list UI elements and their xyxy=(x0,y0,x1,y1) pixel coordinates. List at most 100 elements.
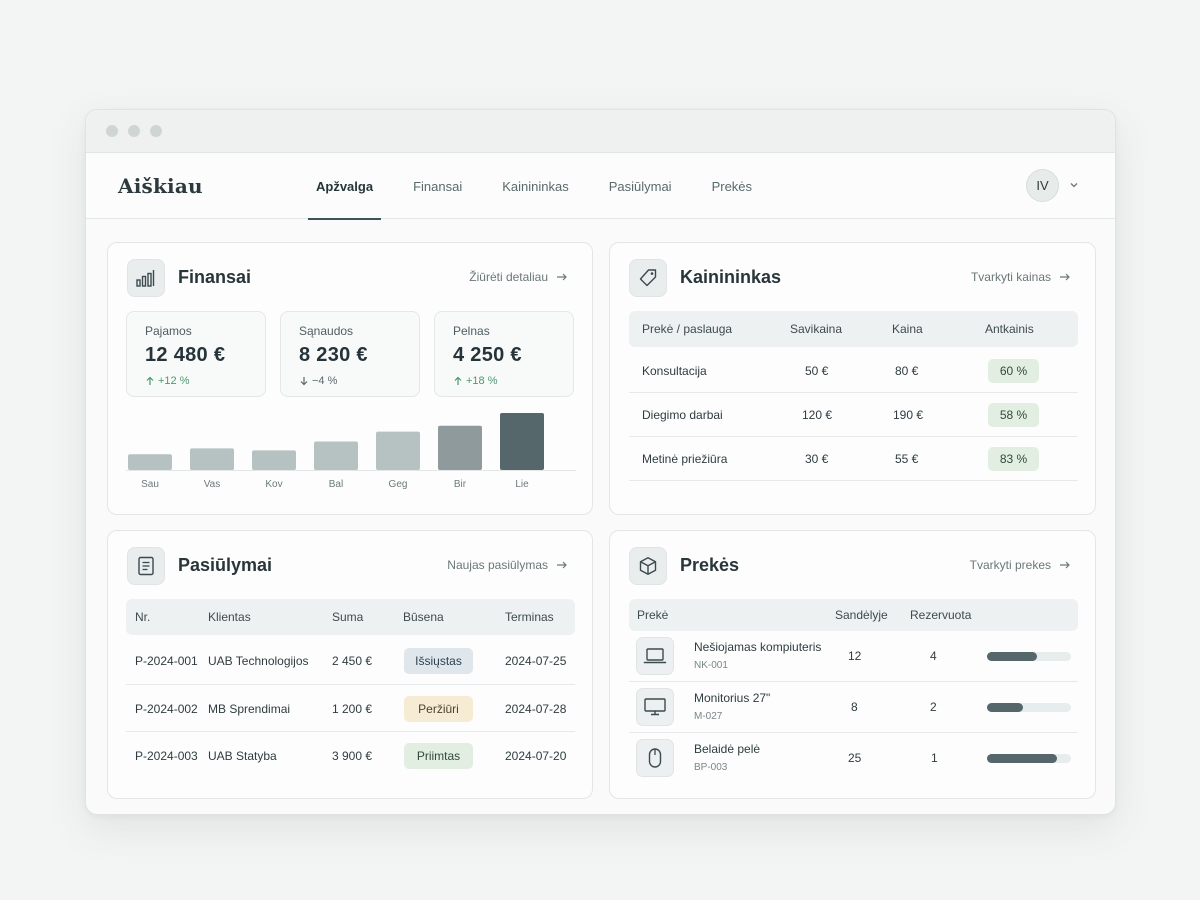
arrow-right-icon xyxy=(1060,273,1070,281)
row-offer-nr: P-2024-002 xyxy=(135,702,198,716)
col-header-item: Prekė / paslauga xyxy=(642,322,733,336)
chart-bar-geg[interactable] xyxy=(376,431,420,470)
document-icon xyxy=(127,547,165,585)
chart-xtick-label: Geg xyxy=(389,479,408,490)
col-header-markup: Antkainis xyxy=(985,322,1034,336)
tab-finansai[interactable]: Finansai xyxy=(413,178,463,194)
row-sum: 3 900 € xyxy=(332,749,373,763)
table-row[interactable]: Belaidė pelė BP-003 25 1 xyxy=(629,733,1078,784)
row-cost: 120 € xyxy=(802,408,833,422)
pasiulymai-card: Pasiūlymai Naujas pasiūlymas Nr. Klienta… xyxy=(107,530,593,799)
stock-level-fill xyxy=(987,703,1024,712)
col-header-product: Prekė xyxy=(637,608,669,622)
new-offer-link[interactable]: Naujas pasiūlymas xyxy=(447,558,568,572)
status-badge: Išsiųstas xyxy=(404,648,473,674)
row-due-date: 2024-07-28 xyxy=(505,702,567,716)
stock-level-bar xyxy=(987,652,1071,661)
arrow-up-icon xyxy=(454,376,462,385)
main-tabs: Apžvalga Finansai Kainininkas Pasiūlymai… xyxy=(308,153,784,220)
tab-prekes[interactable]: Prekės xyxy=(711,178,753,194)
row-client: MB Sprendimai xyxy=(208,702,291,716)
prekes-link-label: Tvarkyti prekes xyxy=(969,558,1051,572)
row-offer-nr: P-2024-001 xyxy=(135,654,198,668)
product-reserved: 1 xyxy=(931,751,938,765)
finansai-bar-chart: Sau Vas Kov Bal Geg Bir Lie xyxy=(126,412,576,490)
product-stock: 25 xyxy=(848,751,862,765)
row-price: 55 € xyxy=(895,452,919,466)
kpi-value: 4 250 € xyxy=(453,344,522,366)
table-row[interactable]: P-2024-001 UAB Technologijos 2 450 € Išs… xyxy=(126,637,575,685)
chevron-down-icon[interactable] xyxy=(1069,180,1079,190)
row-price: 80 € xyxy=(895,364,919,378)
kpi-delta-value: +18 % xyxy=(466,375,498,387)
chart-xtick-label: Bir xyxy=(454,479,467,490)
row-price: 190 € xyxy=(893,408,924,422)
tab-kainininkas[interactable]: Kainininkas xyxy=(502,178,569,194)
row-due-date: 2024-07-20 xyxy=(505,749,567,763)
kainininkas-table-header: Prekė / paslauga Savikaina Kaina Antkain… xyxy=(629,311,1078,347)
window-dot-close[interactable] xyxy=(106,125,118,137)
chart-bar-lie[interactable] xyxy=(500,412,544,470)
product-name: Belaidė pelė xyxy=(694,742,761,756)
status-badge: Priimtas xyxy=(404,743,473,769)
kpi-delta: +12 % xyxy=(145,375,247,387)
kpi-value: 8 230 € xyxy=(299,344,368,366)
chart-xtick-label: Lie xyxy=(515,479,529,490)
box-icon xyxy=(629,547,667,585)
table-row[interactable]: Konsultacija 50 € 80 € 60 % xyxy=(629,349,1078,393)
chart-bar-vas[interactable] xyxy=(190,448,234,470)
chart-bar-kov[interactable] xyxy=(252,450,296,470)
product-reserved: 2 xyxy=(930,700,937,714)
laptop-icon xyxy=(636,637,674,675)
table-row[interactable]: P-2024-003 UAB Statyba 3 900 € Priimtas … xyxy=(126,732,575,780)
finansai-title: Finansai xyxy=(178,267,252,287)
window-dot-minimize[interactable] xyxy=(128,125,140,137)
tab-pasiulymai[interactable]: Pasiūlymai xyxy=(608,178,672,194)
kpi-delta: −4 % xyxy=(299,375,401,387)
status-badge: Peržiūri xyxy=(404,696,473,722)
chart-bar-bir[interactable] xyxy=(438,425,482,470)
table-row[interactable]: Diegimo darbai 120 € 190 € 58 % xyxy=(629,393,1078,437)
tab-apzvalga[interactable]: Apžvalga xyxy=(308,153,382,220)
arrow-right-icon xyxy=(557,273,567,281)
kainininkas-manage-link[interactable]: Tvarkyti kainas xyxy=(971,270,1071,284)
arrow-up-icon xyxy=(146,376,154,385)
finansai-details-link[interactable]: Žiūrėti detaliau xyxy=(469,270,568,284)
chart-xtick-label: Kov xyxy=(265,479,282,490)
stock-level-bar xyxy=(987,754,1071,763)
table-row[interactable]: Metinė priežiūra 30 € 55 € 83 % xyxy=(629,437,1078,481)
kpi-card-pajamos: Pajamos 12 480 € +12 % xyxy=(126,311,266,397)
kpi-delta: +18 % xyxy=(453,375,555,387)
col-header-price: Kaina xyxy=(892,322,923,336)
product-stock: 12 xyxy=(848,649,862,663)
prekes-manage-link[interactable]: Tvarkyti prekes xyxy=(970,558,1071,572)
row-item-name: Konsultacija xyxy=(642,364,707,378)
table-row[interactable]: Monitorius 27" M-027 8 2 xyxy=(629,682,1078,733)
row-sum: 1 200 € xyxy=(332,702,373,716)
price-tag-icon xyxy=(629,259,667,297)
row-item-name: Diegimo darbai xyxy=(642,408,723,422)
prekes-card: Prekės Tvarkyti prekes Prekė Sandėlyje R… xyxy=(609,530,1096,799)
arrow-down-icon xyxy=(300,377,308,386)
col-header-reserved: Rezervuota xyxy=(910,608,972,622)
user-avatar[interactable]: IV xyxy=(1026,169,1059,202)
monitor-icon xyxy=(636,688,674,726)
chart-bar-sau[interactable] xyxy=(128,454,172,470)
col-header-cost: Savikaina xyxy=(790,322,843,336)
kpi-label: Sąnaudos xyxy=(299,324,354,338)
col-header-client: Klientas xyxy=(208,610,251,624)
prekes-table-header: Prekė Sandėlyje Rezervuota xyxy=(629,599,1078,631)
col-header-nr: Nr. xyxy=(135,610,151,624)
row-item-name: Metinė priežiūra xyxy=(642,452,728,466)
app-logo[interactable]: Aiškiau xyxy=(118,174,203,198)
table-row[interactable]: P-2024-002 MB Sprendimai 1 200 € Peržiūr… xyxy=(126,685,575,732)
table-row[interactable]: Nešiojamas kompiuteris NK-001 12 4 xyxy=(629,631,1078,682)
product-name: Monitorius 27" xyxy=(694,691,771,705)
row-client: UAB Statyba xyxy=(208,749,277,763)
pasiulymai-link-label: Naujas pasiūlymas xyxy=(447,558,548,572)
row-offer-nr: P-2024-003 xyxy=(135,749,198,763)
window-dot-maximize[interactable] xyxy=(150,125,162,137)
chart-xtick-label: Bal xyxy=(329,479,343,490)
chart-bar-bal[interactable] xyxy=(314,441,358,470)
kpi-card-sanaudos: Sąnaudos 8 230 € −4 % xyxy=(280,311,420,397)
